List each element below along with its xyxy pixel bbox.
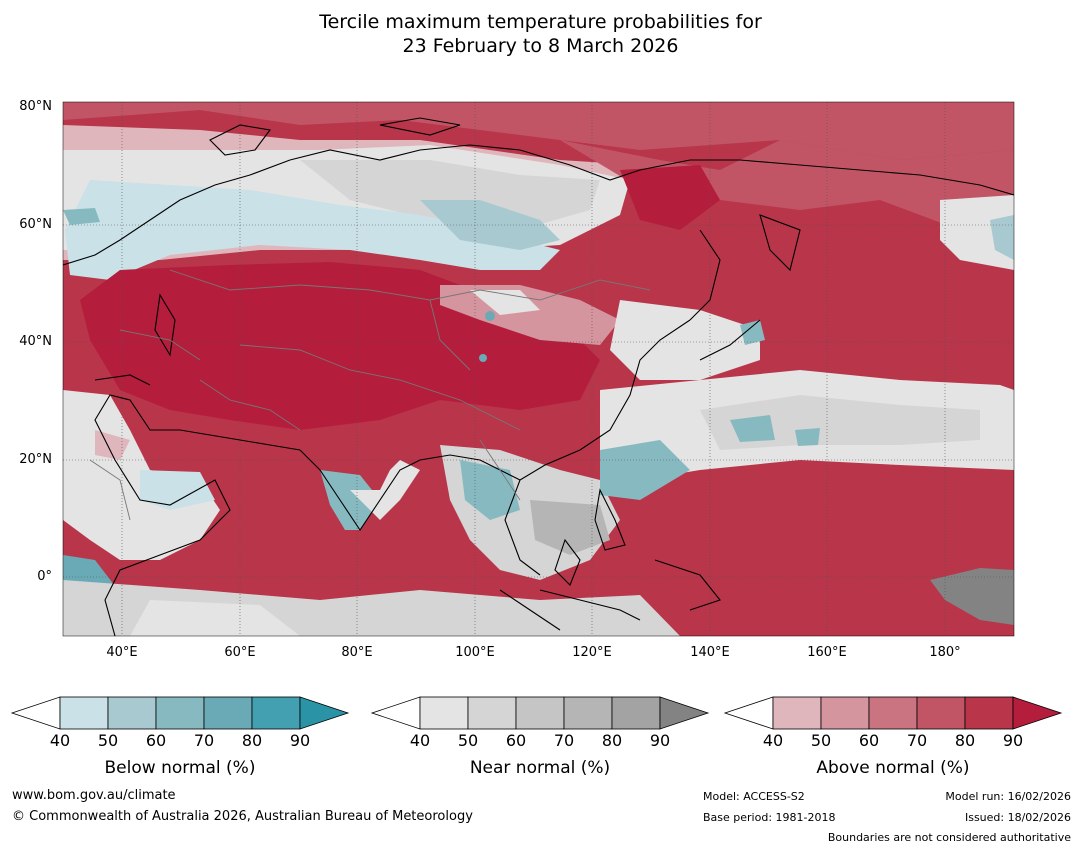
colorbar-near-segment-1 (419, 696, 469, 730)
far-east-above-zone (560, 140, 1014, 240)
lat-label-40n: 40°N (19, 334, 52, 349)
colorbar-below-segment-5 (251, 696, 301, 730)
colorbar-above-tick: 60 (858, 731, 880, 750)
colorbar-near-tick: 70 (553, 731, 575, 750)
colorbar-above-segment-4 (916, 696, 966, 730)
lat-label-0: 0° (37, 569, 52, 584)
lon-label-140e: 140°E (690, 645, 730, 660)
base-period-text: Base period: 1981-2018 (703, 811, 836, 824)
colorbar-below-min-extend (10, 696, 61, 730)
korea-japan-near-zone (610, 300, 760, 380)
colorbar-below-tick: 50 (97, 731, 119, 750)
colorbar-near-segment-2 (467, 696, 517, 730)
colorbar-near-segment-3 (515, 696, 565, 730)
lon-label-60e: 60°E (224, 645, 256, 660)
lat-label-20n: 20°N (19, 452, 52, 467)
map-frame (62, 101, 1015, 637)
title-line-1: Tercile maximum temperature probabilitie… (319, 11, 762, 33)
west-siberia-below-zone (420, 200, 560, 250)
colorbar-below-tick: 40 (49, 731, 71, 750)
copyright-text: © Commonwealth of Australia 2026, Austra… (12, 809, 473, 824)
colorbar-below-normal (10, 696, 350, 730)
title-line-2: 23 February to 8 March 2026 (402, 35, 679, 57)
probability-map (62, 101, 1015, 637)
lat-label-60n: 60°N (19, 217, 52, 232)
colorbar-near-tick: 40 (409, 731, 431, 750)
colorbar-above-tick: 90 (1002, 731, 1024, 750)
south-indian-ocean-light-zone (130, 600, 300, 636)
colorbar-above-tick: 80 (954, 731, 976, 750)
lon-label-180: 180° (929, 645, 961, 660)
colorbar-below-tick: 60 (145, 731, 167, 750)
siberia-grey-zone (300, 160, 600, 230)
india-below-zone (320, 470, 380, 530)
colorbar-above-segment-3 (868, 696, 918, 730)
colorbar-below-label: Below normal (%) (104, 758, 256, 778)
lon-label-120e: 120°E (572, 645, 612, 660)
japan-below-patch (740, 320, 765, 345)
colorbar-above-tick: 70 (906, 731, 928, 750)
colorbar-near-max-extend (659, 696, 710, 730)
lon-label-80e: 80°E (341, 645, 373, 660)
bering-near-zone (940, 195, 1014, 270)
website-link[interactable]: www.bom.gov.au/climate (12, 788, 176, 803)
yakutia-above-zone (620, 165, 720, 230)
country-borders (89, 269, 651, 521)
pacific-below-patch-1 (730, 415, 775, 442)
graticule (63, 102, 1014, 636)
colorbar-near-label: Near normal (%) (469, 758, 611, 778)
colorbar-above-tick: 50 (810, 731, 832, 750)
coastlines (63, 117, 1014, 636)
tibet-below-spot (479, 354, 487, 362)
disclaimer-text: Boundaries are not considered authoritat… (827, 831, 1071, 844)
mongolia-near-patch (470, 290, 540, 315)
lon-label-160e: 160°E (807, 645, 847, 660)
colorbar-above-segment-2 (820, 696, 870, 730)
western-russia-below-zone (65, 180, 560, 280)
colorbars (10, 696, 1063, 730)
colorbar-below-segment-3 (155, 696, 205, 730)
arabia-below-patch (140, 470, 215, 510)
philippine-sea-below-zone (600, 440, 690, 500)
colorbar-near-normal (370, 696, 710, 730)
colorbar-near-min-extend (370, 696, 421, 730)
colorbar-above-max-extend (1012, 696, 1063, 730)
india-near-zone (350, 460, 420, 520)
model-run-text: Model run: 16/02/2026 (945, 790, 1071, 803)
colorbar-above-tick: 40 (762, 731, 784, 750)
colorbar-above-normal (723, 696, 1063, 730)
colorbar-below-tick: 80 (241, 731, 263, 750)
colorbar-above-label: Above normal (%) (816, 758, 970, 778)
colorbar-above-min-extend (723, 696, 774, 730)
south-pacific-near-core (930, 568, 1014, 625)
pacific-below-patch-2 (795, 428, 820, 446)
lon-label-100e: 100°E (455, 645, 495, 660)
colorbar-near-tick: 60 (505, 731, 527, 750)
colorbar-below-segment-2 (107, 696, 157, 730)
lat-label-80n: 80°N (19, 99, 52, 114)
colorbar-below-segment-4 (203, 696, 253, 730)
arctic-above-zone (63, 102, 1014, 160)
alaska-below-patch (990, 215, 1014, 260)
scs-grey-core (530, 500, 610, 555)
colorbar-near-tick: 50 (457, 731, 479, 750)
colorbar-below-segment-1 (59, 696, 109, 730)
colorbar-near-tick: 80 (601, 731, 623, 750)
colorbar-below-max-extend (299, 696, 350, 730)
map-title: Tercile maximum temperature probabilitie… (0, 10, 1081, 58)
colorbar-near-segment-5 (611, 696, 661, 730)
model-text: Model: ACCESS-S2 (703, 790, 805, 803)
issued-text: Issued: 18/02/2026 (964, 811, 1071, 824)
mongolia-below-spot (485, 311, 495, 321)
lon-label-40e: 40°E (106, 645, 138, 660)
colorbar-above-segment-5 (964, 696, 1014, 730)
colorbar-near-tick: 90 (649, 731, 671, 750)
colorbar-near-segment-4 (563, 696, 613, 730)
scandinavia-below-patch (63, 208, 100, 225)
colorbar-below-tick: 90 (289, 731, 311, 750)
colorbar-below-tick: 70 (193, 731, 215, 750)
colorbar-above-segment-1 (772, 696, 822, 730)
